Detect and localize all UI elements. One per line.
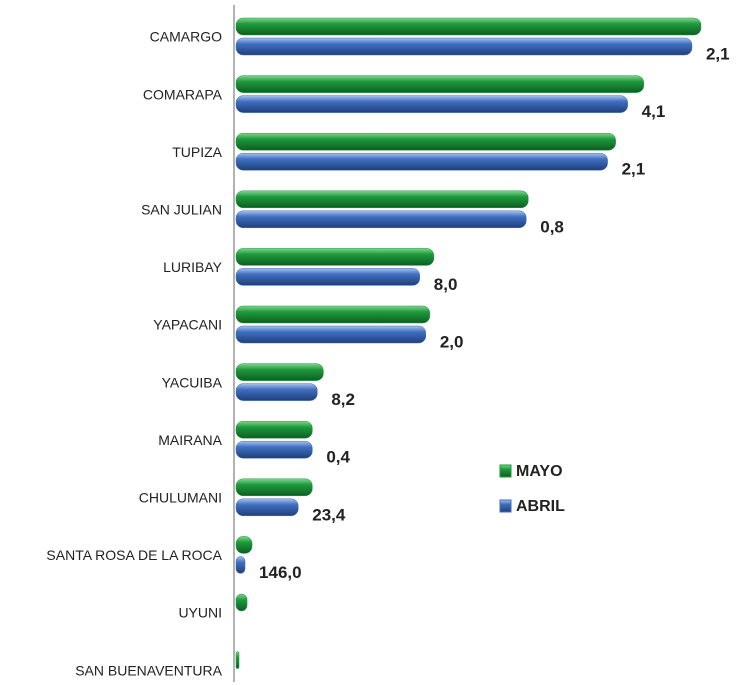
category-label: CAMARGO bbox=[150, 29, 222, 45]
bar bbox=[235, 132, 616, 151]
bar bbox=[235, 95, 628, 113]
category-label: SANTA ROSA DE LA ROCA bbox=[46, 547, 222, 563]
bar bbox=[235, 363, 324, 381]
category-label: YAPACANI bbox=[153, 317, 222, 333]
annotation: 2,0 bbox=[440, 332, 464, 351]
annotation: 8,0 bbox=[434, 275, 458, 294]
category-label: TUPIZA bbox=[172, 144, 222, 160]
legend-label: MAYO bbox=[516, 463, 563, 480]
annotation: 4,1 bbox=[642, 102, 666, 121]
annotation: 2,1 bbox=[706, 44, 730, 63]
bar bbox=[235, 190, 529, 209]
bar bbox=[235, 248, 435, 266]
annotation: 146,0 bbox=[259, 563, 302, 582]
category-label: MAIRANA bbox=[158, 432, 222, 448]
bar bbox=[235, 37, 693, 56]
legend-label: ABRIL bbox=[516, 498, 565, 515]
annotation: 0,4 bbox=[326, 448, 350, 467]
bar bbox=[235, 268, 421, 286]
category-label: LURIBAY bbox=[163, 259, 223, 275]
category-label: YACUIBA bbox=[162, 374, 223, 390]
annotation: 0,8 bbox=[540, 217, 564, 236]
category-label: UYUNI bbox=[178, 605, 222, 621]
bar bbox=[235, 420, 313, 439]
bar bbox=[235, 75, 645, 93]
annotation: 2,1 bbox=[622, 160, 646, 179]
bar bbox=[235, 556, 246, 574]
bar bbox=[235, 325, 427, 344]
category-label: SAN BUENAVENTURA bbox=[75, 662, 222, 678]
bar bbox=[235, 152, 608, 171]
annotation: 23,4 bbox=[312, 505, 346, 524]
category-label: CHULUMANI bbox=[139, 490, 222, 506]
bar bbox=[235, 440, 313, 459]
category-label: COMARAPA bbox=[143, 86, 223, 102]
bar bbox=[235, 651, 240, 669]
legend-swatch bbox=[499, 499, 512, 513]
bar bbox=[235, 210, 527, 229]
bar bbox=[235, 305, 431, 324]
bar bbox=[235, 478, 313, 497]
bar bbox=[235, 17, 702, 36]
bar bbox=[235, 593, 248, 612]
bar bbox=[235, 383, 318, 401]
legend-swatch bbox=[499, 464, 512, 478]
bar bbox=[235, 536, 253, 554]
bar bbox=[235, 498, 299, 517]
annotation: 8,2 bbox=[331, 390, 355, 409]
category-label: SAN JULIAN bbox=[141, 202, 222, 218]
